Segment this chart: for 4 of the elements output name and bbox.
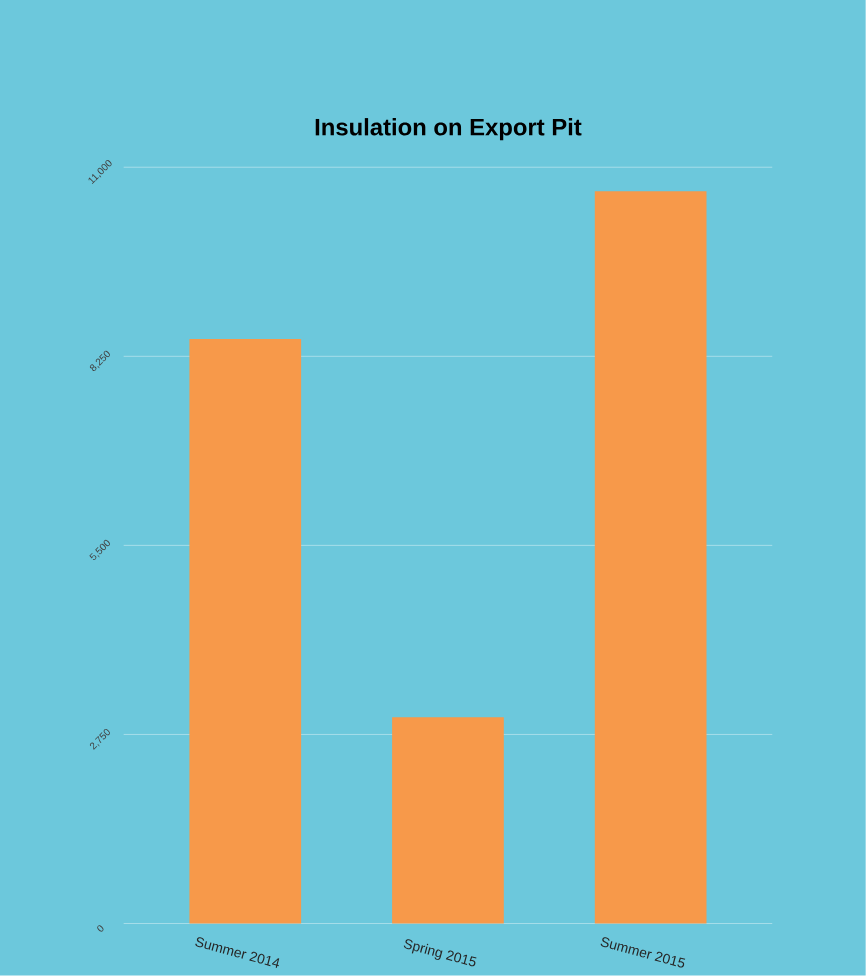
bar [392, 717, 504, 924]
bar [189, 339, 302, 924]
chart-title: Insulation on Export Pit [315, 118, 582, 141]
bar [594, 191, 707, 924]
